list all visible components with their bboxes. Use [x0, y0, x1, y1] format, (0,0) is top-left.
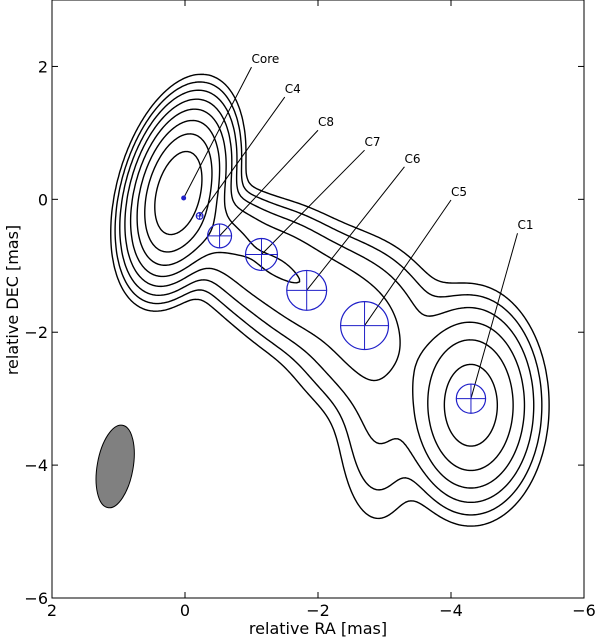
contour-line — [114, 81, 543, 516]
component-c7: C7 — [244, 135, 381, 272]
contour-line — [144, 133, 213, 253]
component-c6: C6 — [286, 152, 420, 311]
component-leader-line — [364, 199, 452, 326]
contour-line — [154, 150, 203, 236]
component-label: Core — [252, 52, 280, 66]
component-dot — [181, 195, 187, 201]
y-tick-label: 2 — [38, 57, 48, 76]
component-leader-line — [219, 129, 319, 237]
x-axis-label: relative RA [mas] — [249, 619, 387, 638]
y-tick-label: −2 — [24, 323, 48, 342]
component-c4: C4 — [195, 82, 301, 220]
contour-line — [124, 98, 526, 489]
component-leader-line — [183, 66, 252, 199]
component-layer: Core C4 C8 C7 C6 C5 C1 — [181, 52, 534, 414]
component-label: C5 — [451, 185, 467, 199]
contour-line — [129, 108, 514, 472]
component-leader-line — [306, 166, 405, 291]
component-leader-line — [261, 149, 365, 255]
x-tick-label: 2 — [47, 601, 57, 620]
component-label: C1 — [518, 218, 534, 232]
plot-frame — [51, 0, 585, 599]
component-label: C4 — [285, 82, 301, 96]
y-tick-label: −4 — [24, 456, 48, 475]
beam-ellipse — [95, 424, 135, 509]
y-tick-label: 0 — [38, 190, 48, 209]
x-tick-label: −6 — [572, 601, 596, 620]
component-c1: C1 — [455, 218, 534, 414]
contour-line — [119, 89, 535, 504]
component-label: C8 — [318, 115, 334, 129]
component-label: C7 — [365, 135, 381, 149]
component-leader-line — [470, 233, 518, 399]
y-tick-label: −6 — [24, 589, 48, 608]
beam-layer — [95, 424, 135, 509]
y-axis-label: relative DEC [mas] — [3, 225, 22, 375]
x-tick-label: −2 — [306, 601, 330, 620]
x-tick-label: −4 — [439, 601, 463, 620]
component-c8: C8 — [207, 115, 334, 249]
component-label: C6 — [404, 152, 420, 166]
x-tick-label: 0 — [180, 601, 190, 620]
tick-layer: 2 0 −2 −4 −620−2−4−6 — [24, 0, 596, 620]
component-core: Core — [181, 52, 280, 201]
contour-line — [110, 73, 550, 527]
component-leader-line — [199, 96, 286, 217]
contour-layer — [110, 73, 550, 527]
component-c5: C5 — [340, 185, 467, 351]
